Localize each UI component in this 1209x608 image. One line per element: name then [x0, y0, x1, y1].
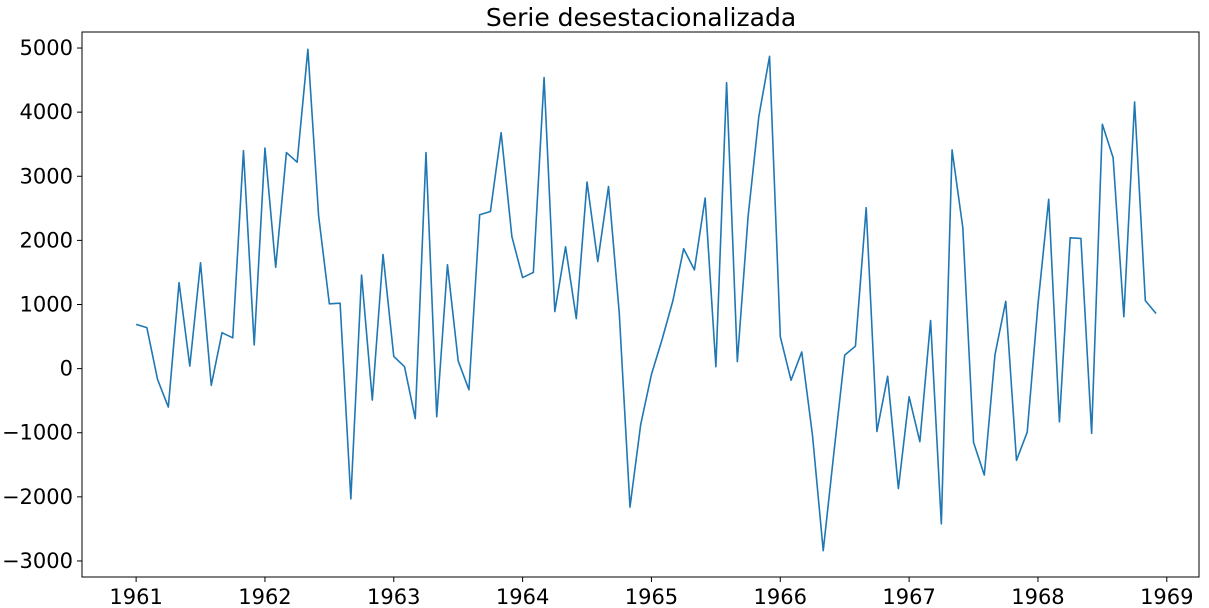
series-line — [135, 48, 1157, 552]
x-tick-label: 1962 — [238, 585, 291, 608]
x-tick-label: 1966 — [754, 585, 807, 608]
x-tick-label: 1963 — [367, 585, 420, 608]
x-tick-label: 1964 — [496, 585, 549, 608]
x-tick-label: 1961 — [109, 585, 162, 608]
y-tick-label: −2000 — [2, 485, 73, 509]
x-axis: 1961 1962 1963 1964 1965 1966 1967 1968 1969 — [109, 577, 1194, 608]
y-tick-label: 3000 — [20, 164, 73, 188]
y-axis: −3000 −2000 −1000 0 1000 2000 3000 4000 5000 — [2, 36, 82, 573]
y-tick-label: −3000 — [2, 549, 73, 573]
series-layer — [135, 48, 1157, 552]
x-tick-label: 1965 — [625, 585, 678, 608]
y-tick-label: 1000 — [20, 293, 73, 317]
y-tick-label: 5000 — [20, 36, 73, 60]
x-tick-label: 1969 — [1140, 585, 1193, 608]
plot-area-frame — [81, 31, 1200, 578]
chart-title: Serie desestacionalizada — [486, 3, 796, 32]
y-tick-label: 4000 — [20, 100, 73, 124]
y-tick-label: 2000 — [20, 228, 73, 252]
y-tick-label: 0 — [60, 357, 73, 381]
y-tick-label: −1000 — [2, 421, 73, 445]
x-tick-label: 1968 — [1011, 585, 1064, 608]
x-tick-label: 1967 — [882, 585, 935, 608]
